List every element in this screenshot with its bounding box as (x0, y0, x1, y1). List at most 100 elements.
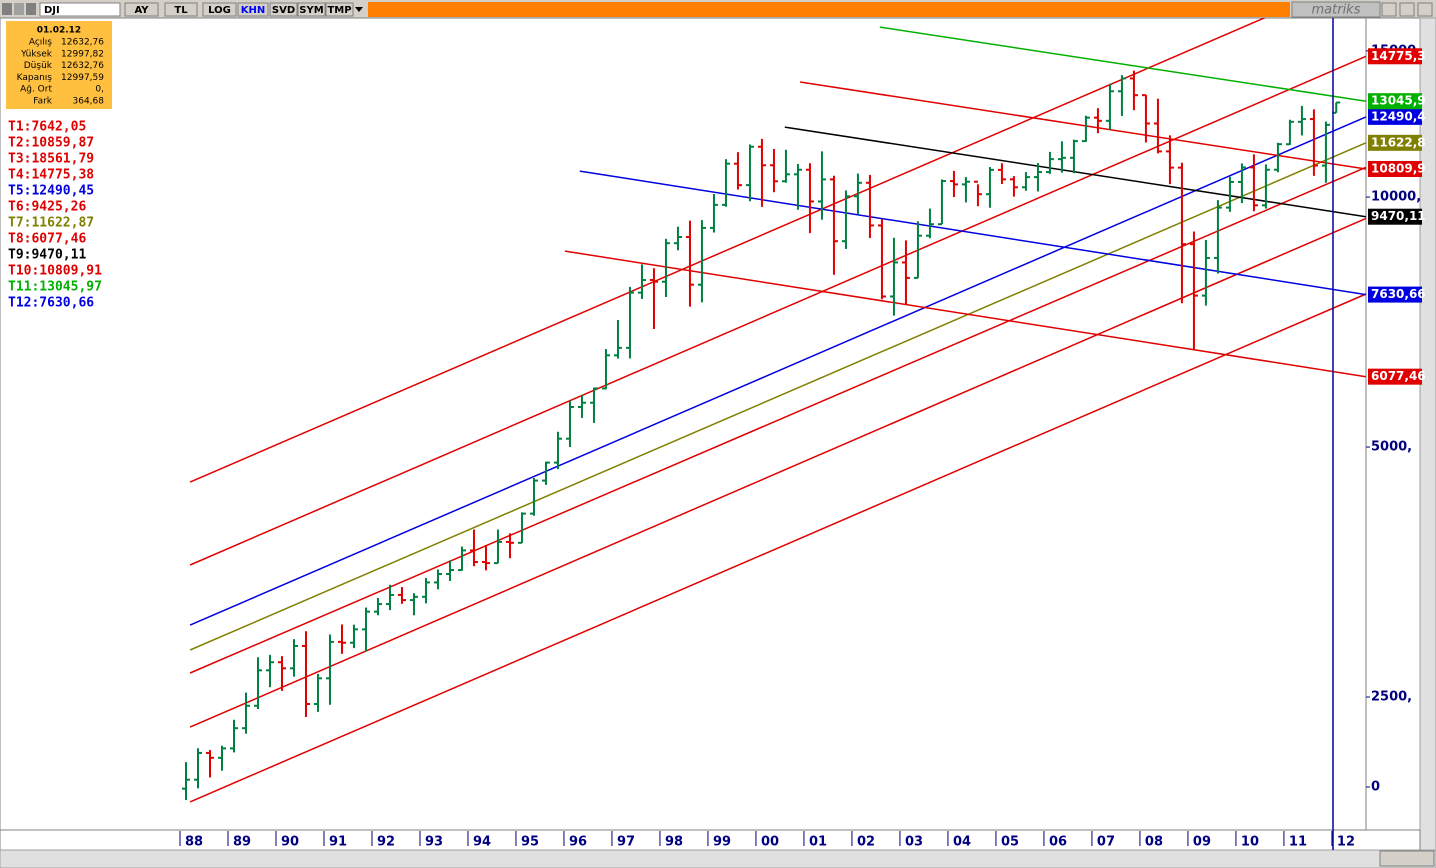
trend-line (564, 250, 1366, 378)
title-bar (368, 2, 1290, 17)
x-tick-label: 01 (809, 835, 827, 850)
toolbar-button-label: AY (134, 5, 149, 16)
legend-entry: T4:14775,38 (8, 168, 94, 183)
x-tick-label: 97 (617, 835, 635, 850)
info-value: 0, (95, 85, 104, 95)
toolbar-button-label: LOG (208, 5, 231, 16)
x-tick-label: 95 (521, 835, 539, 850)
x-tick-label: 06 (1049, 835, 1067, 850)
toolbar-button[interactable] (269, 2, 298, 17)
legend-entry: T8:6077,46 (8, 232, 86, 247)
horizontal-scrollbar[interactable] (0, 849, 1436, 868)
y-tick-label: 2500, (1371, 690, 1412, 705)
x-tick-label: 11 (1289, 835, 1307, 850)
x-tick-label: 90 (281, 835, 299, 850)
zoom-controls[interactable] (1379, 850, 1435, 867)
dropdown-arrow[interactable] (355, 7, 363, 12)
value-box (1368, 368, 1422, 385)
legend-entry: T2:10859,87 (8, 136, 94, 151)
x-tick-label: 99 (713, 835, 731, 850)
menu-button[interactable] (1381, 2, 1397, 17)
value-box (1368, 286, 1422, 303)
value-box (1368, 208, 1422, 225)
x-tick-label: 05 (1001, 835, 1019, 850)
info-box (6, 21, 112, 109)
y-tick-label: 5000, (1371, 440, 1412, 455)
legend-entry: T10:10809,91 (8, 264, 102, 279)
info-label: Kapanış (17, 73, 53, 83)
brand-box (1291, 1, 1381, 18)
toolbar-button-label: SYM (299, 5, 323, 16)
toolbar-button[interactable] (325, 2, 354, 17)
info-date: 01.02.12 (37, 26, 81, 36)
info-label: Fark (33, 97, 53, 107)
toolbar-button-label: SVD (272, 5, 295, 16)
toolbar-button-label: KHN (241, 5, 266, 16)
trend-line (189, 166, 1366, 674)
toolbar-button[interactable] (237, 2, 269, 17)
toolbar-button[interactable] (124, 2, 159, 17)
value-box (1368, 48, 1422, 65)
value-box-label: 14775,3 (1371, 49, 1426, 63)
info-value: 12632,76 (61, 38, 104, 48)
toolbar-button[interactable] (164, 2, 198, 17)
x-tick-label: 10 (1241, 835, 1259, 850)
trend-line (189, 18, 1267, 483)
x-tick-label: 02 (857, 835, 875, 850)
plot (181, 18, 1366, 803)
y-tick-label: 10000, (1371, 190, 1421, 205)
legend-entry: T7:11622,87 (8, 216, 94, 231)
toolbar-button-label: TL (174, 5, 188, 16)
value-box-label: 11622,8 (1371, 135, 1426, 149)
legend-entry: T5:12490,45 (8, 184, 94, 199)
value-box (1368, 160, 1422, 177)
value-box-label: 13045,9 (1371, 94, 1426, 108)
brand: matriks (1312, 3, 1361, 18)
info-value: 12997,82 (61, 49, 104, 59)
trend-line (579, 170, 1366, 296)
icon[interactable] (26, 3, 36, 15)
minimize-button[interactable] (1399, 2, 1415, 17)
x-tick-label: 09 (1193, 835, 1211, 850)
x-tick-label: 12 (1337, 835, 1355, 850)
icon[interactable] (2, 3, 12, 15)
legend-entry: T12:7630,66 (8, 296, 94, 311)
value-box (1368, 93, 1422, 110)
toolbar-button[interactable] (202, 2, 237, 17)
x-tick-label: 07 (1097, 835, 1115, 850)
x-tick-label: 92 (377, 835, 395, 850)
legend-entry: T9:9470,11 (8, 248, 86, 263)
x-tick-label: 88 (185, 835, 203, 850)
info-label: Yüksek (20, 49, 53, 59)
trend-line (799, 81, 1366, 170)
toolbar-button[interactable] (297, 2, 326, 17)
trend-line (189, 116, 1366, 626)
x-tick-label: 94 (473, 835, 491, 850)
x-tick-label: 96 (569, 835, 587, 850)
toolbar-button-label: TMP (327, 5, 351, 16)
info-label: Açılış (29, 38, 52, 48)
x-tick-label: 89 (233, 835, 251, 850)
icon[interactable] (14, 3, 24, 15)
symbol: DJI (44, 5, 60, 16)
legend-entry: T3:18561,79 (8, 152, 94, 167)
value-box-label: 12490,4 (1371, 109, 1426, 123)
trend-line (879, 26, 1366, 102)
info-label: Düşük (24, 61, 53, 71)
plot-area (0, 17, 1367, 831)
trend-line (784, 126, 1366, 218)
trend-line (189, 142, 1366, 651)
x-tick-label: 03 (905, 835, 923, 850)
value-box-label: 9470,11 (1371, 209, 1426, 223)
legend-entry: T1:7642,05 (8, 120, 86, 135)
legend-entry: T6:9425,26 (8, 200, 86, 215)
x-tick-label: 91 (329, 835, 347, 850)
value-box-label: 6077,46 (1371, 369, 1426, 383)
value-box-label: 7630,66 (1371, 287, 1426, 301)
close-button[interactable] (1417, 2, 1433, 17)
x-tick-label: 08 (1145, 835, 1163, 850)
x-tick-label: 04 (953, 835, 971, 850)
symbol-box[interactable] (39, 2, 121, 17)
legend-entry: T11:13045,97 (8, 280, 102, 295)
